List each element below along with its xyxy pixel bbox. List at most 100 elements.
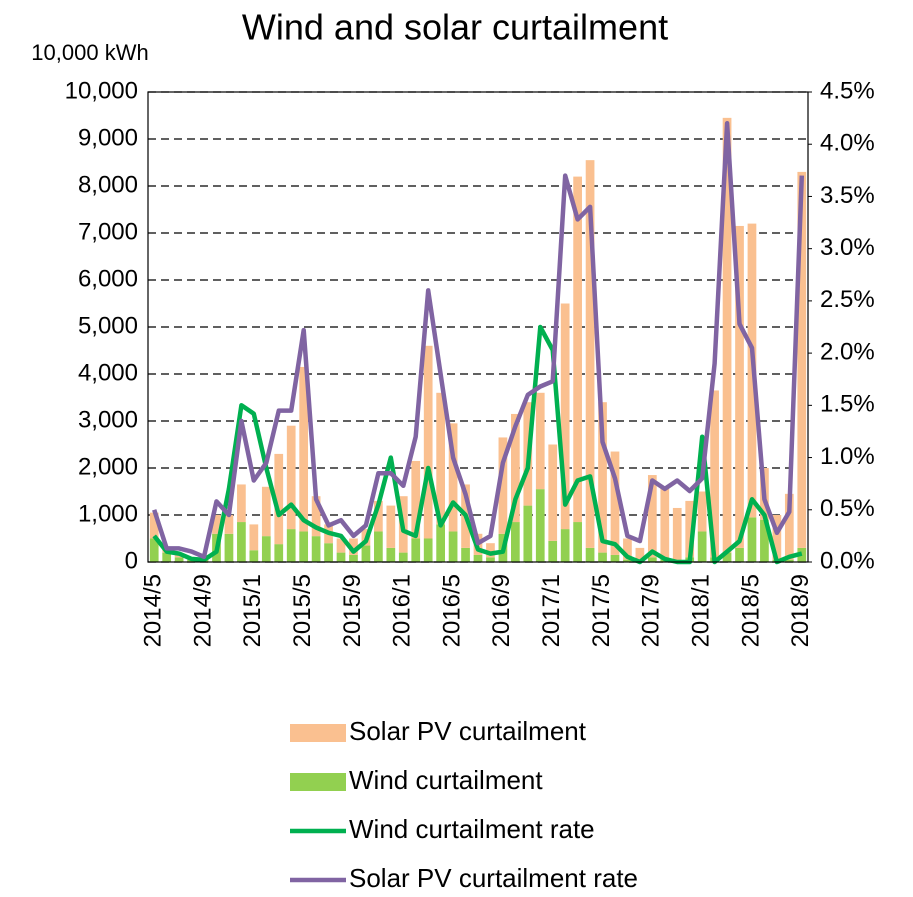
bar xyxy=(299,366,309,532)
bar xyxy=(324,543,333,562)
bar xyxy=(149,512,159,539)
bar xyxy=(585,160,595,548)
bar xyxy=(311,536,321,562)
x-tick-label: 2014/5 xyxy=(140,574,167,647)
bar xyxy=(361,545,371,562)
bar xyxy=(423,345,433,539)
bar xyxy=(573,176,582,523)
bar xyxy=(411,460,421,539)
bar xyxy=(797,171,807,548)
bar xyxy=(436,392,445,525)
y2-tick-label: 0.0% xyxy=(820,547,875,574)
bar xyxy=(598,402,607,553)
bar xyxy=(249,524,259,551)
bar xyxy=(623,538,632,560)
bar xyxy=(448,423,458,532)
bar xyxy=(573,522,582,562)
bar xyxy=(261,536,271,562)
y-tick-label: 9,000 xyxy=(78,124,138,151)
chart-title: Wind and solar curtailment xyxy=(242,7,668,48)
y2-tick-label: 1.5% xyxy=(820,391,875,418)
x-tick-label: 2017/5 xyxy=(588,574,615,647)
x-tick-label: 2018/5 xyxy=(737,574,764,647)
bar xyxy=(548,540,558,562)
x-tick-label: 2016/9 xyxy=(488,574,515,647)
bar xyxy=(461,547,470,562)
bar xyxy=(685,500,695,558)
y-tick-label: 7,000 xyxy=(78,218,138,245)
bar xyxy=(697,491,707,532)
bar xyxy=(585,547,595,562)
bar xyxy=(224,515,234,534)
rate-line xyxy=(152,121,805,560)
x-tick-label: 2017/1 xyxy=(538,574,565,647)
bar xyxy=(237,484,246,523)
bar xyxy=(697,531,707,562)
bar xyxy=(249,550,259,562)
y-tick-label: 0 xyxy=(125,547,138,574)
bar xyxy=(274,544,284,562)
bar xyxy=(598,552,607,562)
bar xyxy=(523,505,533,562)
bar xyxy=(374,531,383,562)
bar xyxy=(286,529,296,562)
bar xyxy=(162,552,172,562)
bar xyxy=(560,303,570,530)
bar xyxy=(735,225,744,548)
y-tick-label: 3,000 xyxy=(78,406,138,433)
bar xyxy=(535,392,545,490)
bar xyxy=(635,547,645,560)
x-tick-label: 2015/1 xyxy=(239,574,266,647)
bar xyxy=(286,425,296,530)
bar xyxy=(411,538,421,562)
y2-tick-label: 3.0% xyxy=(820,234,875,261)
bar xyxy=(672,507,682,560)
bar xyxy=(498,437,508,534)
x-tick-label: 2018/9 xyxy=(787,574,814,647)
bar xyxy=(623,559,632,562)
legend-swatch xyxy=(290,773,346,791)
bar xyxy=(610,554,620,562)
bar xyxy=(560,529,570,562)
legend-label: Wind curtailment xyxy=(349,765,543,795)
y2-tick-label: 1.0% xyxy=(820,443,875,470)
bar xyxy=(647,557,657,562)
bar xyxy=(535,489,545,562)
bar xyxy=(473,554,483,562)
bar xyxy=(398,552,408,562)
bar xyxy=(386,505,396,548)
legend-swatch xyxy=(290,724,346,742)
bar xyxy=(336,538,346,553)
y-tick-label: 1,000 xyxy=(78,500,138,527)
bar xyxy=(336,552,346,562)
y2-tick-label: 4.5% xyxy=(820,77,875,104)
x-tick-label: 2018/1 xyxy=(687,574,714,647)
bar xyxy=(710,390,719,558)
y-tick-label: 5,000 xyxy=(78,312,138,339)
x-tick-label: 2015/5 xyxy=(289,574,316,647)
x-tick-label: 2017/9 xyxy=(638,574,665,647)
bar xyxy=(299,531,309,562)
bar xyxy=(647,475,657,558)
bar xyxy=(735,547,744,562)
bar xyxy=(511,413,520,523)
x-tick-label: 2015/9 xyxy=(339,574,366,647)
bar xyxy=(548,444,558,541)
bar xyxy=(722,117,732,553)
bar xyxy=(174,554,184,558)
rate-line xyxy=(152,324,803,565)
y2-tick-label: 4.0% xyxy=(820,130,875,157)
bar xyxy=(423,538,433,562)
y2-tick-label: 3.5% xyxy=(820,182,875,209)
legend-label: Wind curtailment rate xyxy=(349,814,595,844)
bar xyxy=(486,557,495,562)
bar xyxy=(237,522,246,562)
y-axis-label: 10,000 kWh xyxy=(31,40,148,65)
bar xyxy=(784,559,794,562)
bar xyxy=(747,517,757,562)
bar xyxy=(772,515,782,560)
y2-tick-label: 2.5% xyxy=(820,286,875,313)
y-tick-label: 10,000 xyxy=(65,77,138,104)
legend-label: Solar PV curtailment rate xyxy=(349,863,638,893)
